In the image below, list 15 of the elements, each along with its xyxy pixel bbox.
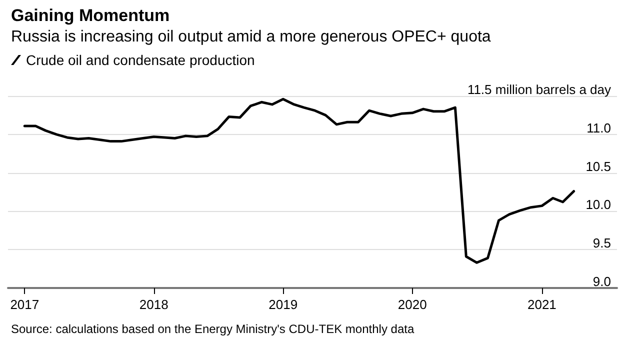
chart-title: Gaining Momentum (11, 6, 170, 25)
y-tick-label: 10.0 (586, 197, 611, 212)
x-tick-label: 2018 (139, 297, 168, 312)
y-tick-label: 11.0 (586, 120, 611, 136)
x-tick-label: 2020 (398, 297, 427, 312)
x-tick-label: 2021 (527, 297, 556, 312)
x-tick-label: 2017 (10, 297, 40, 312)
y-tick-label: 10.5 (586, 158, 611, 174)
y-tick-label: 9.5 (592, 236, 611, 251)
legend-label: Crude oil and condensate production (26, 52, 255, 68)
x-tick-label: 2019 (268, 297, 298, 312)
chart-subtitle: Russia is increasing oil output amid a more generous OPEC+ quota (11, 28, 491, 46)
y-tick-label: 11.5 million barrels a day (467, 82, 612, 97)
source-note: Source: calculations based on the Energy Ministry's CDU-TEK monthly data (11, 322, 414, 336)
y-tick-label: 9.0 (592, 274, 611, 289)
